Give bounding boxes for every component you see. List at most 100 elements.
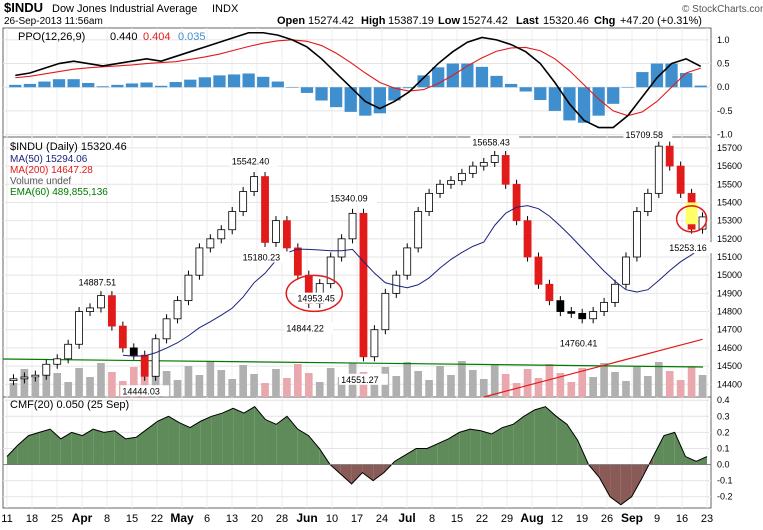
ppo-tick-label: -1.0 (717, 130, 733, 140)
candle-body (381, 292, 390, 331)
cmf-area-segment (545, 406, 557, 465)
candle-body (665, 145, 674, 167)
x-tick-label: Jun (296, 511, 317, 525)
volume-bar (676, 380, 685, 397)
candle-body (326, 256, 335, 285)
volume-bar (687, 366, 696, 397)
ppo-legend-value: 0.440 (110, 31, 138, 43)
cmf-area-segment (114, 430, 126, 465)
chg-label: Chg (594, 15, 615, 27)
volume-bar (523, 369, 532, 397)
candle-body (337, 238, 346, 258)
ppo-histogram-bar (23, 83, 36, 88)
high-value: 15387.19 (388, 15, 434, 27)
ppo-legend-hist: 0.035 (178, 31, 206, 43)
candle-body (534, 256, 543, 285)
ppo-tick-label: -0.5 (717, 106, 733, 116)
cmf-area-segment (93, 429, 104, 465)
x-tick-label: 8 (104, 513, 110, 525)
volume-bar (326, 368, 335, 397)
candle-body (556, 300, 565, 312)
x-tick-label: Jul (398, 511, 415, 525)
cmf-area-segment (157, 416, 169, 465)
annotation-low-sep-bg (667, 242, 716, 254)
candle-body (20, 376, 29, 380)
volume-bar (64, 382, 72, 397)
candle-body (348, 212, 357, 240)
cmf-area-segment (179, 422, 191, 465)
ppo-histogram-bar (388, 87, 401, 101)
annotation-low-aug-bg (557, 337, 607, 349)
annotation-low-jun: 14953.45 (297, 294, 335, 304)
cmf-area-segment (696, 456, 707, 465)
candle-body (206, 238, 215, 249)
ppo-histogram-bar (519, 87, 532, 92)
candle-body (676, 165, 685, 194)
candle-body (272, 220, 280, 243)
price-tick-label: 15500 (717, 179, 742, 189)
quote-bar: Open 15274.42 High 15387.19 Low 15274.42… (277, 15, 702, 27)
cmf-area-segment (470, 429, 481, 465)
price-tick-label: 15300 (717, 216, 742, 226)
price-plot: 15709.58 15658.43 15542.40 15340.09 15180.23… (9, 129, 716, 398)
ppo-histogram-bar (534, 87, 547, 101)
volume-bar (272, 369, 280, 397)
volume-bar (447, 375, 455, 397)
volume-bar (217, 370, 226, 397)
volume-bar (129, 367, 138, 397)
x-tick-label: 15 (126, 513, 138, 525)
ppo-plot (9, 31, 707, 129)
volume-bars (2, 358, 707, 397)
volume-bar (665, 371, 674, 397)
ppo-histogram-bar (330, 87, 343, 108)
ppo-histogram-bar (680, 73, 693, 88)
volume-bar (469, 370, 477, 397)
volume-bar (53, 373, 62, 397)
ppo-histogram-bar (577, 87, 591, 123)
cmf-area-segment (351, 464, 363, 484)
ppo-histogram-bar (227, 74, 241, 88)
ppo-legend-label: PPO(12,26,9) (18, 31, 85, 43)
ppo-tick-label: 0.0 (717, 82, 730, 92)
candle-body (64, 343, 73, 360)
candle-body (414, 211, 423, 249)
x-tick-label: 22 (151, 513, 163, 525)
annotation-low-may-bg (240, 251, 290, 263)
cmf-area-segment (459, 429, 471, 465)
volume-bar (250, 374, 258, 397)
cmf-area-segment (416, 448, 427, 465)
x-tick-label: 15 (451, 513, 463, 525)
candle-body (217, 229, 226, 240)
timestamp-label: 26-Sep-2013 11:56am (4, 16, 103, 27)
volume-bar (556, 373, 565, 397)
candle-body (75, 311, 83, 345)
x-tick-label: 23 (701, 513, 713, 525)
annotation-low-jun3: 14551.27 (341, 375, 379, 385)
candle-body (501, 155, 510, 185)
ppo-histogram-bar (315, 87, 328, 101)
cmf-line (6, 406, 708, 506)
volume-bar (370, 381, 379, 397)
candle-body (458, 172, 466, 182)
cmf-area-segment (39, 429, 51, 465)
ppo-tick-label: 1.0 (717, 35, 730, 45)
volume-bar (315, 382, 324, 397)
ppo-histogram-bar (242, 73, 255, 88)
volume-bar (698, 375, 707, 397)
x-tick-label: 24 (376, 513, 388, 525)
x-tick-label: 9 (654, 513, 660, 525)
volume-bar (501, 374, 510, 397)
chg-value: +47.20 (+0.31%) (620, 15, 702, 27)
candle-body (228, 211, 237, 231)
candle-body (392, 274, 401, 294)
index-name: Dow Jones Industrial Average (52, 3, 197, 15)
cmf-area-segment (513, 416, 524, 465)
annotation-high-jul: 15658.43 (472, 137, 510, 147)
cmf-area-segment (265, 419, 277, 465)
price-tick-label: 15700 (717, 143, 742, 153)
ppo-histogram-bar (461, 63, 474, 88)
candle-body (283, 220, 291, 249)
cmf-area-segment (125, 437, 137, 465)
volume-bar (436, 366, 444, 397)
